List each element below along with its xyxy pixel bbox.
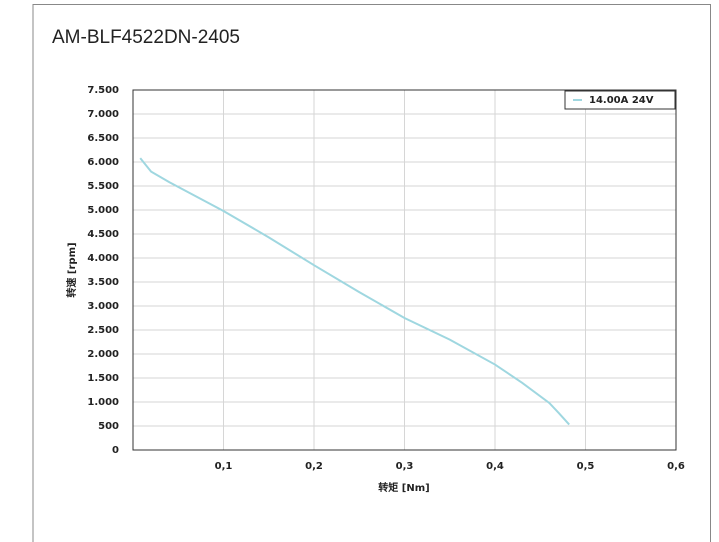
y-tick-label: 4.500 — [87, 229, 119, 240]
legend-label: 14.00A 24V — [589, 95, 654, 106]
y-tick-label: 6.000 — [87, 157, 119, 168]
y-tick-label: 1.000 — [87, 397, 119, 408]
y-tick-label: 500 — [98, 421, 119, 432]
data-line — [139, 157, 570, 426]
plot-border — [132, 89, 677, 451]
legend-box — [564, 90, 676, 110]
y-tick-label: 3.500 — [87, 277, 119, 288]
y-tick-label: 4.000 — [87, 253, 119, 264]
y-tick-label: 1.500 — [87, 373, 119, 384]
y-tick-label: 6.500 — [87, 133, 119, 144]
y-tick-label: 2.500 — [87, 325, 119, 336]
x-tick-label: 0,1 — [215, 461, 233, 472]
y-tick-label: 5.000 — [87, 205, 119, 216]
y-tick-label: 5.500 — [87, 181, 119, 192]
x-tick-label: 0,4 — [486, 461, 504, 472]
x-tick-label: 0,5 — [577, 461, 595, 472]
x-tick-label: 0,6 — [667, 461, 685, 472]
x-axis-label: 转矩 [Nm] — [378, 481, 429, 494]
y-tick-label: 3.000 — [87, 301, 119, 312]
x-tick-label: 0,2 — [305, 461, 323, 472]
chart-title: AM-BLF4522DN-2405 — [52, 27, 240, 48]
x-tick-label: 0,3 — [396, 461, 414, 472]
y-tick-label: 2.000 — [87, 349, 119, 360]
frame — [32, 4, 711, 542]
y-tick-label: 7.500 — [87, 85, 119, 96]
y-axis-label: 转速 [rpm] — [65, 242, 78, 297]
y-tick-label: 7.000 — [87, 109, 119, 120]
y-tick-label: 0 — [112, 445, 119, 456]
